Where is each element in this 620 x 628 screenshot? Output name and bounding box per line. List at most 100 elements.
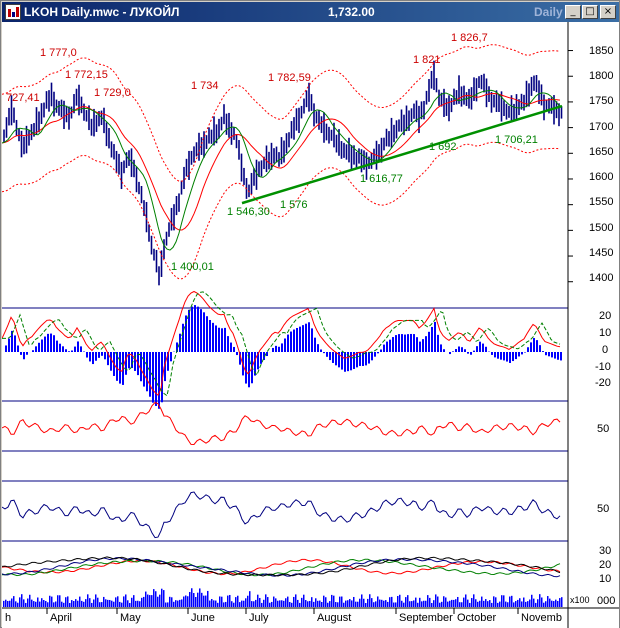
- volume-bar: [145, 591, 147, 607]
- month-label: October: [457, 612, 497, 624]
- volume-bar: [265, 594, 267, 607]
- volume-bar: [49, 595, 51, 607]
- volume-bar: [91, 602, 93, 607]
- annotation-high: 1 772,15: [65, 69, 108, 81]
- price-axis-label: 1450: [589, 247, 614, 259]
- maximize-button[interactable]: □: [582, 5, 598, 19]
- volume-bar: [77, 600, 79, 607]
- macd-histogram-bar: [314, 337, 316, 352]
- macd-histogram-bar: [278, 346, 280, 352]
- volume-bar: [287, 596, 289, 607]
- close-button[interactable]: ×: [600, 5, 616, 19]
- annotation-high: 1 734: [191, 80, 219, 92]
- macd-histogram-bar: [551, 352, 553, 358]
- volume-bar: [201, 592, 203, 607]
- macd-histogram-bar: [254, 352, 256, 376]
- macd-histogram-bar: [59, 343, 61, 352]
- volume-bar: [317, 600, 319, 607]
- volume-bar: [83, 601, 85, 607]
- macd-histogram-bar: [167, 352, 169, 371]
- macd-histogram-bar: [143, 352, 145, 387]
- macd-histogram-bar: [464, 349, 466, 352]
- macd-histogram-bar: [140, 352, 142, 382]
- volume-bar: [33, 601, 35, 607]
- macd-histogram-bar: [131, 352, 133, 369]
- macd-histogram-bar: [560, 352, 562, 361]
- volume-bar: [59, 595, 61, 607]
- volume-bar: [285, 598, 287, 607]
- volume-bar: [283, 600, 285, 607]
- macd-histogram-bar: [485, 346, 487, 352]
- volume-bar: [183, 596, 185, 607]
- title-bar[interactable]: LKOH Daily.mwc - ЛУКОЙЛ 1,732.00 Daily _…: [2, 2, 619, 22]
- macd-histogram-bar: [80, 346, 82, 352]
- volume-bar: [73, 601, 75, 607]
- macd-histogram-bar: [161, 352, 163, 403]
- volume-bar: [229, 594, 231, 607]
- macd-histogram-bar: [428, 331, 430, 352]
- macd-histogram-bar: [362, 352, 364, 366]
- macd-histogram-bar: [134, 352, 136, 371]
- volume-bar: [187, 596, 189, 607]
- volume-bar: [19, 597, 21, 607]
- macd-axis-label: 10: [599, 327, 612, 339]
- macd-histogram-bar: [89, 352, 91, 362]
- chart-canvas[interactable]: [2, 22, 619, 628]
- volume-bar: [85, 599, 87, 607]
- volume-bar: [481, 596, 483, 607]
- macd-histogram-bar: [86, 352, 88, 358]
- oscillator-panel-2: [2, 491, 561, 539]
- volume-bar: [497, 602, 499, 607]
- volume-bar: [501, 595, 503, 607]
- macd-histogram-bar: [56, 340, 58, 352]
- volume-bar: [269, 602, 271, 607]
- volume-bar: [529, 599, 531, 607]
- macd-histogram-bar: [155, 352, 157, 406]
- minimize-button[interactable]: _: [565, 5, 581, 19]
- volume-bar: [173, 601, 175, 607]
- volume-bar: [351, 600, 353, 607]
- volume-bar: [205, 595, 207, 607]
- macd-histogram-bar: [260, 352, 262, 364]
- volume-bar: [161, 588, 163, 607]
- volume-bar: [9, 600, 11, 607]
- volume-bar: [369, 594, 371, 607]
- macd-histogram-bar: [461, 347, 463, 352]
- volume-bar: [111, 600, 113, 607]
- chart-area[interactable]: 727,41 1 777,0 1 772,15 1 729,0 1 734 1 …: [2, 22, 619, 628]
- moving-average-fast-line: [2, 89, 561, 251]
- macd-histogram-bar: [344, 352, 346, 372]
- macd-histogram-bar: [326, 352, 328, 357]
- volume-bar: [51, 596, 53, 607]
- volume-bar: [361, 594, 363, 607]
- volume-bar: [175, 600, 177, 607]
- volume-bar: [245, 598, 247, 607]
- macd-histogram-bar: [293, 329, 295, 352]
- macd-histogram-bar: [281, 343, 283, 352]
- volume-bar: [475, 599, 477, 607]
- price-axis-label: 1750: [589, 95, 614, 107]
- volume-bar: [533, 598, 535, 607]
- macd-histogram-bar: [392, 337, 394, 352]
- macd-histogram-bar: [425, 336, 427, 352]
- volume-bar: [241, 600, 243, 607]
- macd-histogram-bar: [185, 315, 187, 352]
- macd-histogram-bar: [299, 326, 301, 352]
- macd-histogram-bar: [221, 328, 223, 352]
- macd-histogram-bar: [542, 351, 544, 352]
- volume-bar: [453, 599, 455, 607]
- macd-histogram-bar: [395, 335, 397, 352]
- volume-bar: [81, 600, 83, 607]
- macd-histogram-bar: [290, 331, 292, 352]
- volume-bar: [61, 601, 63, 607]
- volume-bar: [267, 597, 269, 607]
- directional-axis-label: 20: [599, 559, 612, 571]
- volume-bar: [557, 600, 559, 607]
- macd-histogram-bar: [50, 333, 52, 352]
- volume-bar: [495, 597, 497, 607]
- volume-bar: [403, 602, 405, 607]
- volume-bar: [457, 596, 459, 607]
- volume-bar: [511, 595, 513, 607]
- month-label: August: [317, 612, 352, 624]
- annotation-low: 1 616,77: [360, 173, 403, 185]
